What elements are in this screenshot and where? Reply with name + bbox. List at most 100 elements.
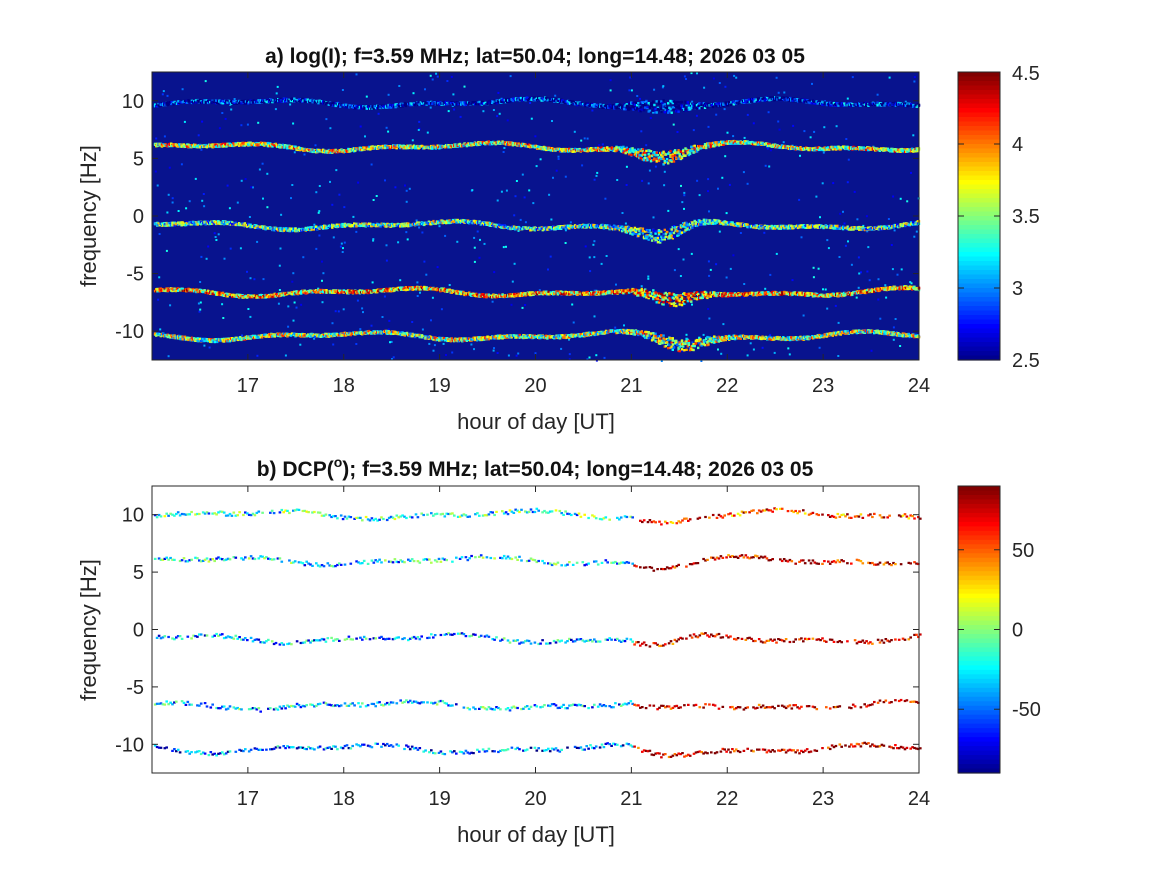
- noise-pixel: [314, 144, 317, 147]
- noise-pixel: [356, 299, 359, 302]
- band-pixel: [458, 142, 462, 146]
- noise-pixel: [440, 308, 443, 311]
- band-pixel: [533, 96, 536, 99]
- panel-a-plot-background: [152, 72, 919, 360]
- noise-pixel: [406, 238, 409, 241]
- noise-pixel: [906, 200, 909, 203]
- noise-pixel: [788, 353, 791, 356]
- band-pixel: [639, 102, 642, 105]
- band-pixel: [644, 106, 647, 109]
- band-pixel: [636, 107, 639, 110]
- noise-pixel: [588, 256, 591, 259]
- band-pixel: [271, 145, 274, 148]
- band-pixel: [596, 147, 600, 150]
- noise-pixel: [846, 181, 849, 184]
- band-pixel: [463, 101, 466, 104]
- noise-pixel: [416, 281, 419, 284]
- band-pixel: [341, 148, 344, 152]
- noise-pixel: [639, 97, 641, 100]
- noise-pixel: [278, 264, 281, 267]
- noise-pixel: [708, 210, 710, 213]
- noise-pixel: [767, 111, 770, 114]
- noise-pixel: [315, 191, 318, 194]
- band-pixel: [715, 102, 718, 106]
- noise-pixel: [915, 230, 918, 233]
- noise-pixel: [448, 284, 451, 286]
- band-pixel: [652, 153, 655, 156]
- noise-pixel: [199, 281, 202, 283]
- noise-pixel: [680, 184, 682, 187]
- band-pixel: [705, 144, 708, 147]
- noise-pixel: [502, 246, 505, 249]
- noise-pixel: [513, 214, 516, 217]
- noise-pixel: [660, 360, 663, 362]
- noise-pixel: [683, 75, 686, 78]
- noise-pixel: [313, 223, 316, 226]
- noise-pixel: [287, 325, 290, 328]
- noise-pixel: [739, 232, 742, 234]
- noise-pixel: [411, 139, 414, 142]
- band-pixel: [909, 103, 913, 106]
- noise-pixel: [423, 260, 426, 263]
- band-pixel: [655, 111, 658, 114]
- band-pixel: [188, 222, 191, 225]
- band-pixel: [667, 111, 670, 114]
- noise-pixel: [847, 158, 850, 161]
- band-pixel: [832, 101, 836, 105]
- noise-pixel: [803, 130, 806, 133]
- noise-pixel: [588, 356, 591, 359]
- noise-pixel: [519, 218, 522, 221]
- noise-pixel: [581, 164, 584, 167]
- noise-pixel: [418, 226, 421, 229]
- band-pixel: [402, 144, 405, 147]
- band-pixel: [165, 103, 168, 106]
- noise-pixel: [385, 259, 388, 262]
- noise-pixel: [568, 358, 571, 361]
- band-pixel: [497, 141, 501, 144]
- noise-pixel: [317, 287, 320, 290]
- noise-pixel: [506, 119, 509, 122]
- band-pixel: [679, 102, 683, 106]
- noise-pixel: [676, 131, 679, 133]
- noise-pixel: [207, 245, 210, 248]
- band-pixel: [367, 147, 371, 150]
- band-pixel: [153, 105, 157, 108]
- noise-pixel: [224, 117, 227, 120]
- noise-pixel: [370, 324, 373, 327]
- band-pixel: [448, 101, 451, 104]
- noise-pixel: [673, 269, 676, 272]
- noise-pixel: [523, 196, 526, 199]
- noise-pixel: [775, 252, 778, 255]
- band-pixel: [341, 104, 344, 107]
- noise-pixel: [158, 276, 161, 279]
- band-pixel: [693, 144, 696, 148]
- noise-pixel: [752, 122, 755, 125]
- band-pixel: [663, 161, 666, 164]
- band-pixel: [295, 100, 298, 103]
- noise-pixel: [692, 129, 695, 132]
- noise-pixel: [513, 262, 516, 265]
- noise-pixel: [370, 163, 373, 166]
- noise-pixel: [557, 155, 560, 158]
- band-pixel: [654, 158, 657, 161]
- band-pixel: [425, 145, 428, 149]
- noise-pixel: [332, 343, 335, 346]
- noise-pixel: [857, 286, 860, 289]
- noise-pixel: [845, 138, 848, 140]
- band-pixel: [691, 149, 694, 153]
- band-pixel: [561, 99, 564, 102]
- noise-pixel: [862, 224, 865, 227]
- noise-pixel: [624, 222, 627, 225]
- band-pixel: [226, 220, 229, 224]
- band-pixel: [916, 149, 920, 153]
- noise-pixel: [482, 110, 485, 113]
- noise-pixel: [824, 288, 827, 291]
- band-pixel: [231, 221, 234, 224]
- band-pixel: [654, 107, 657, 111]
- noise-pixel: [648, 169, 651, 172]
- band-pixel: [799, 146, 802, 149]
- noise-pixel: [355, 343, 358, 345]
- noise-pixel: [691, 303, 693, 306]
- band-pixel: [182, 143, 186, 146]
- noise-pixel: [554, 94, 557, 97]
